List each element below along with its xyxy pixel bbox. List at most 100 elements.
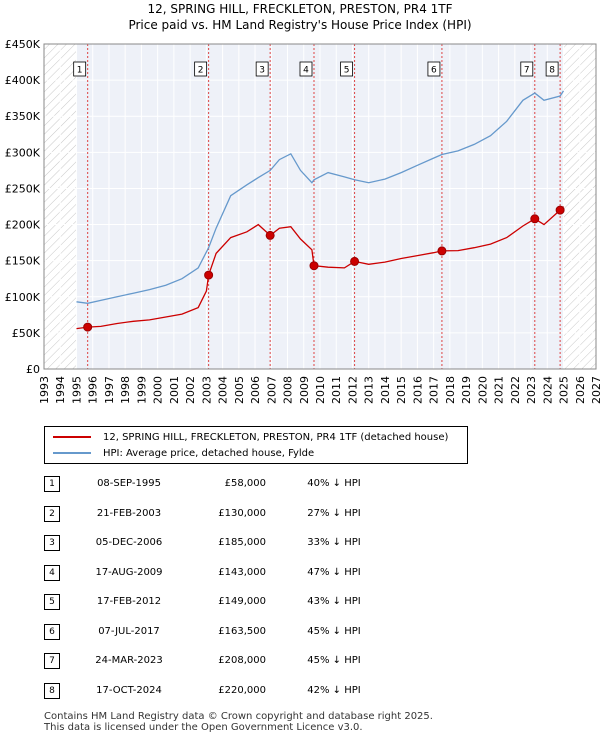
sale-label-box-7: [520, 61, 534, 77]
x-tick-label: 2017: [428, 376, 441, 404]
y-tick-label: £400K: [5, 74, 41, 87]
x-tick-label: 2022: [509, 376, 522, 404]
sale-number: 6: [44, 623, 60, 640]
sale-number: 3: [44, 535, 60, 551]
sale-price: £163,500: [218, 625, 266, 637]
sale-date: 07-JUL-2017: [98, 625, 160, 637]
sale-label-4: 4: [303, 66, 309, 76]
y-tick-label: £50K: [12, 327, 41, 340]
table-row: 3 05-DEC-2006 £185,000 33% ↓ HPI: [44, 533, 464, 553]
y-tick-label: £450K: [5, 38, 41, 51]
x-tick-label: 2016: [411, 376, 424, 404]
y-tick-label: £350K: [5, 110, 41, 123]
sale-date: 17-AUG-2009: [95, 566, 163, 578]
chart-title: 12, SPRING HILL, FRECKLETON, PRESTON, PR…: [147, 2, 453, 16]
x-tick-label: 2021: [493, 376, 506, 404]
sale-label-1: 1: [77, 66, 83, 76]
sale-price: £220,000: [218, 684, 266, 696]
x-tick-label: 2007: [265, 376, 278, 404]
chart-subtitle: Price paid vs. HM Land Registry's House …: [128, 18, 472, 32]
sale-hpi-diff: 45% ↓ HPI: [307, 655, 361, 666]
x-tick-label: 2006: [249, 376, 262, 404]
sale-label-2: 2: [198, 66, 204, 76]
x-tick-label: 1997: [103, 376, 116, 404]
sale-label-box-3: [255, 61, 269, 77]
x-tick-label: 1995: [70, 376, 83, 404]
sale-point-7: [530, 214, 540, 224]
x-tick-label: 2005: [233, 376, 246, 404]
sale-point-2: [204, 270, 214, 280]
legend-label-property: 12, SPRING HILL, FRECKLETON, PRESTON, PR…: [103, 431, 449, 443]
sale-point-6: [437, 246, 447, 256]
sale-date: 21-FEB-2003: [96, 507, 162, 519]
x-tick-label: 2020: [476, 376, 489, 404]
table-row: 1 08-SEP-1995 £58,000 40% ↓ HPI: [44, 474, 464, 494]
x-tick-label: 2024: [541, 376, 554, 404]
x-tick-label: 2025: [558, 376, 571, 404]
sale-date: 17-FEB-2012: [96, 596, 162, 607]
legend-swatch-hpi: [53, 452, 91, 454]
sale-hpi-diff: 27% ↓ HPI: [307, 507, 361, 519]
table-row: 8 17-OCT-2024 £220,000 42% ↓ HPI: [44, 681, 464, 701]
legend-item-hpi: HPI: Average price, detached house, Fyld…: [53, 446, 314, 460]
sale-number: 4: [44, 564, 60, 581]
x-tick-label: 2026: [574, 376, 587, 404]
sale-point-8: [555, 205, 565, 215]
sale-label-box-5: [340, 61, 353, 77]
x-tick-label: 1998: [119, 376, 132, 404]
x-tick-label: 2009: [298, 376, 311, 404]
sale-label-box-8: [545, 61, 559, 77]
x-tick-label: 2002: [184, 376, 197, 404]
footer-copyright: Contains HM Land Registry data © Crown c…: [44, 711, 433, 722]
legend-swatch-property: [53, 436, 91, 438]
legend-item-property: 12, SPRING HILL, FRECKLETON, PRESTON, PR…: [53, 430, 448, 444]
table-row: 2 21-FEB-2003 £130,000 27% ↓ HPI: [44, 504, 464, 524]
x-tick-label: 1999: [135, 376, 148, 404]
x-tick-label: 2018: [444, 376, 457, 404]
sale-label-5: 5: [344, 66, 350, 76]
sale-price: £58,000: [224, 478, 266, 489]
sale-hpi-diff: 40% ↓ HPI: [307, 478, 361, 489]
x-tick-label: 2023: [525, 376, 538, 404]
y-tick-label: £300K: [5, 146, 41, 159]
sale-label-6: 6: [431, 66, 437, 76]
hpi-series-line: [76, 90, 565, 304]
sale-label-box-6: [427, 61, 441, 77]
plot-border: [43, 43, 597, 370]
sale-label-box-1: [73, 61, 87, 77]
y-tick-label: £100K: [5, 291, 41, 304]
x-tick-label: 2004: [217, 376, 230, 404]
sale-label-box-4: [299, 61, 313, 77]
sale-number: 1: [44, 476, 60, 492]
y-tick-label: £200K: [5, 219, 41, 232]
y-tick-label: £150K: [5, 255, 41, 268]
sale-number: 5: [44, 594, 60, 610]
sale-label-7: 7: [524, 66, 530, 76]
sale-hpi-diff: 42% ↓ HPI: [307, 684, 361, 696]
x-tick-label: 2015: [395, 376, 408, 404]
sale-point-5: [350, 256, 360, 266]
table-row: 6 07-JUL-2017 £163,500 45% ↓ HPI: [44, 622, 464, 642]
sale-hpi-diff: 43% ↓ HPI: [307, 596, 361, 607]
x-tick-label: 2000: [152, 376, 165, 404]
footer-licence: This data is licensed under the Open Gov…: [44, 722, 363, 733]
sale-point-3: [265, 230, 275, 240]
sale-number: 8: [44, 682, 60, 699]
property-series-line: [76, 206, 564, 330]
sale-label-box-2: [194, 61, 208, 77]
x-tick-label: 2012: [346, 376, 359, 404]
sale-price: £149,000: [218, 596, 266, 607]
y-tick-label: £0: [26, 363, 40, 376]
x-tick-label: 2014: [379, 376, 392, 404]
sale-price: £143,000: [218, 566, 266, 578]
sale-label-8: 8: [549, 66, 555, 76]
sale-date: 24-MAR-2023: [95, 655, 163, 666]
table-row: 7 24-MAR-2023 £208,000 45% ↓ HPI: [44, 651, 464, 671]
x-tick-label: 1993: [38, 376, 51, 404]
y-tick-label: £250K: [5, 182, 41, 195]
sale-hpi-diff: 45% ↓ HPI: [307, 625, 361, 637]
sale-price: £208,000: [218, 655, 266, 666]
legend-label-hpi: HPI: Average price, detached house, Fyld…: [103, 447, 315, 459]
sale-date: 08-SEP-1995: [97, 478, 161, 489]
x-tick-label: 2001: [168, 376, 181, 404]
